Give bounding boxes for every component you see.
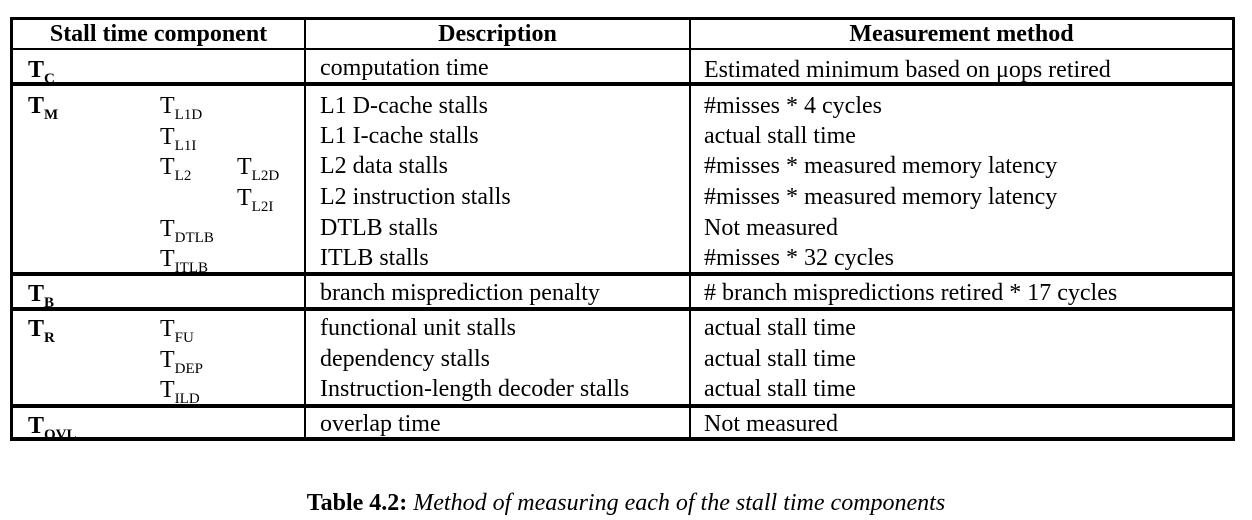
symbol-tr: TR (28, 316, 55, 346)
method-cell: #misses * measured memory latency (704, 153, 1058, 179)
description-cell: branch misprediction penalty (320, 280, 600, 306)
method-cell: actual stall time (704, 123, 856, 149)
sub-symbol-tdep: TDEP (160, 347, 204, 377)
column-divider-method (689, 17, 691, 441)
caption-text: Method of measuring each of the stall ti… (413, 490, 946, 516)
header-measurement-method: Measurement method (849, 21, 1074, 47)
header-stall-time-component: Stall time component (49, 21, 268, 47)
description-cell: overlap time (320, 411, 441, 437)
table-top-border (10, 17, 1235, 20)
description-cell: L1 I-cache stalls (320, 123, 479, 149)
table-caption: Table 4.2: Method of measuring each of t… (0, 488, 1252, 518)
method-cell: actual stall time (704, 346, 856, 372)
sub-symbol-titlb: TITLB (160, 246, 208, 276)
description-cell: DTLB stalls (320, 215, 438, 241)
description-cell: computation time (320, 55, 489, 81)
method-cell: Not measured (704, 411, 838, 437)
table-bottom-border (10, 437, 1235, 441)
symbol-tm: TM (28, 93, 59, 123)
group-border-tb (10, 307, 1235, 311)
sub-symbol-tl2d: TL2D (237, 154, 280, 184)
symbol-tb: TB (28, 281, 55, 311)
method-cell: #misses * 32 cycles (704, 245, 894, 271)
sub-symbol-tl1i: TL1I (160, 124, 197, 154)
sub-symbol-tl2: TL2 (160, 154, 192, 184)
description-cell: functional unit stalls (320, 315, 516, 341)
description-cell: L1 D-cache stalls (320, 93, 488, 119)
header-description: Description (438, 21, 557, 47)
sub-symbol-tl2i: TL2I (237, 185, 274, 215)
sub-symbol-tild: TILD (160, 377, 200, 407)
method-cell: #misses * 4 cycles (704, 93, 882, 119)
sub-symbol-tl1d: TL1D (160, 93, 203, 123)
method-cell: Not measured (704, 215, 838, 241)
group-border-tc (10, 82, 1235, 86)
sub-symbol-tdtlb: TDTLB (160, 216, 214, 246)
column-divider-description (304, 17, 306, 441)
group-border-tm (10, 272, 1235, 276)
stall-time-table: Stall time component Description Measure… (10, 17, 1235, 443)
method-cell: actual stall time (704, 376, 856, 402)
description-cell: ITLB stalls (320, 245, 429, 271)
symbol-tc: TC (28, 57, 55, 87)
description-cell: dependency stalls (320, 346, 490, 372)
method-cell: # branch mispredictions retired * 17 cyc… (704, 280, 1118, 306)
description-cell: L2 data stalls (320, 153, 448, 179)
table-right-border (1232, 17, 1235, 441)
method-cell: actual stall time (704, 315, 856, 341)
group-border-tr (10, 404, 1235, 408)
description-cell: L2 instruction stalls (320, 184, 511, 210)
header-bottom-border (10, 48, 1235, 50)
caption-label: Table 4.2: (306, 490, 408, 516)
method-cell: #misses * measured memory latency (704, 184, 1058, 210)
table-left-border (10, 17, 13, 441)
description-cell: Instruction-length decoder stalls (320, 376, 630, 402)
method-cell: Estimated minimum based on μops retired (704, 57, 1111, 83)
symbol-tovl: TOVL (28, 413, 77, 443)
sub-symbol-tfu: TFU (160, 316, 194, 346)
